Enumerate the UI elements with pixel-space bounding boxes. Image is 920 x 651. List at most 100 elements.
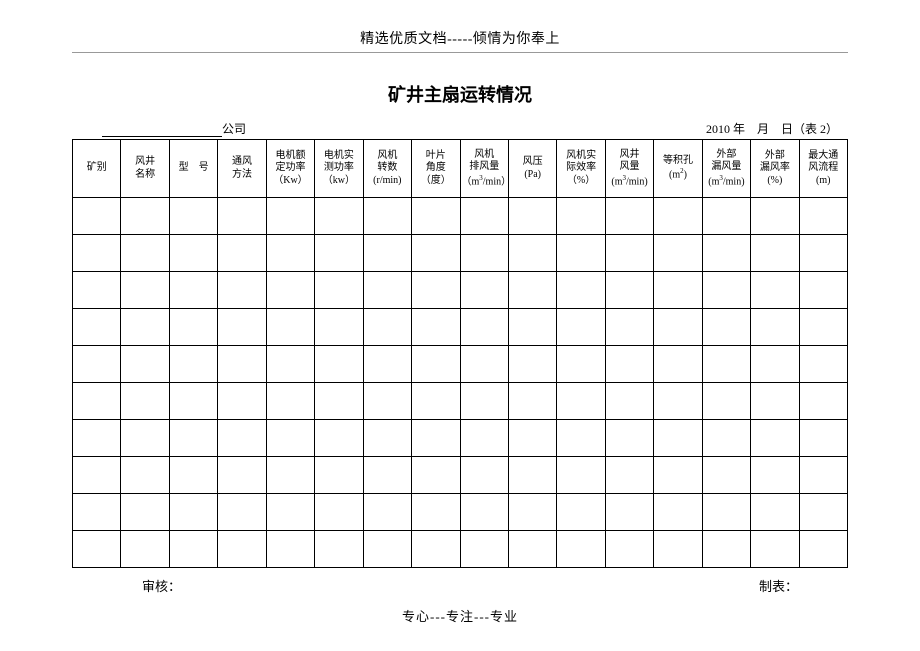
table-cell bbox=[412, 235, 460, 272]
table-cell bbox=[218, 457, 266, 494]
table-cell bbox=[266, 494, 314, 531]
table-cell bbox=[605, 346, 653, 383]
table-cell bbox=[605, 457, 653, 494]
header-divider bbox=[72, 52, 848, 53]
table-cell bbox=[73, 531, 121, 568]
table-cell bbox=[266, 272, 314, 309]
table-cell bbox=[169, 494, 217, 531]
table-cell bbox=[460, 346, 508, 383]
column-header: 风压(Pa) bbox=[508, 140, 556, 198]
table-cell bbox=[557, 457, 605, 494]
column-header: 外部漏风量(m3/min) bbox=[702, 140, 750, 198]
table-cell bbox=[508, 457, 556, 494]
table-cell bbox=[266, 383, 314, 420]
table-cell bbox=[557, 309, 605, 346]
table-cell bbox=[557, 198, 605, 235]
table-cell bbox=[363, 457, 411, 494]
table-cell bbox=[73, 457, 121, 494]
table-cell bbox=[121, 457, 169, 494]
table-cell bbox=[605, 198, 653, 235]
table-cell bbox=[751, 272, 799, 309]
table-cell bbox=[218, 235, 266, 272]
column-header: 型 号 bbox=[169, 140, 217, 198]
table-cell bbox=[557, 272, 605, 309]
table-cell bbox=[218, 531, 266, 568]
table-cell bbox=[702, 346, 750, 383]
table-cell bbox=[460, 420, 508, 457]
table-cell bbox=[654, 346, 702, 383]
table-cell bbox=[605, 272, 653, 309]
table-cell bbox=[315, 235, 363, 272]
table-cell bbox=[799, 272, 847, 309]
table-cell bbox=[412, 531, 460, 568]
table-row bbox=[73, 457, 848, 494]
table-cell bbox=[412, 494, 460, 531]
table-cell bbox=[218, 383, 266, 420]
table-cell bbox=[508, 346, 556, 383]
table-cell bbox=[73, 272, 121, 309]
table-cell bbox=[73, 346, 121, 383]
table-cell bbox=[363, 420, 411, 457]
column-header: 风井名称 bbox=[121, 140, 169, 198]
column-header: 风井风量(m3/min) bbox=[605, 140, 653, 198]
table-cell bbox=[266, 531, 314, 568]
table-cell bbox=[508, 494, 556, 531]
table-cell bbox=[266, 420, 314, 457]
table-cell bbox=[315, 531, 363, 568]
table-cell bbox=[266, 346, 314, 383]
table-cell bbox=[315, 346, 363, 383]
column-header: 最大通风流程(m) bbox=[799, 140, 847, 198]
table-cell bbox=[169, 235, 217, 272]
table-cell bbox=[654, 457, 702, 494]
table-cell bbox=[169, 420, 217, 457]
table-cell bbox=[218, 420, 266, 457]
table-cell bbox=[799, 531, 847, 568]
table-cell bbox=[751, 346, 799, 383]
header-row: 矿别风井名称型 号通风方法电机额定功率（Kw）电机实测功率（kw）风机转数(r/… bbox=[73, 140, 848, 198]
table-cell bbox=[218, 494, 266, 531]
table-cell bbox=[751, 531, 799, 568]
table-cell bbox=[218, 346, 266, 383]
table-cell bbox=[460, 198, 508, 235]
approve-label: 审核： bbox=[142, 576, 181, 595]
table-cell bbox=[654, 383, 702, 420]
table-cell bbox=[654, 235, 702, 272]
table-cell bbox=[363, 309, 411, 346]
table-cell bbox=[169, 346, 217, 383]
table-cell bbox=[315, 198, 363, 235]
table-cell bbox=[702, 198, 750, 235]
table-cell bbox=[751, 420, 799, 457]
date-field: 2010 年 月 日（表 2） bbox=[706, 120, 838, 137]
table-cell bbox=[121, 309, 169, 346]
table-cell bbox=[169, 198, 217, 235]
table-row bbox=[73, 420, 848, 457]
table-cell bbox=[508, 420, 556, 457]
table-cell bbox=[799, 494, 847, 531]
table-cell bbox=[508, 531, 556, 568]
table-cell bbox=[121, 420, 169, 457]
table-cell bbox=[266, 457, 314, 494]
table-row bbox=[73, 235, 848, 272]
table-cell bbox=[412, 272, 460, 309]
column-header: 风机排风量（m3/min） bbox=[460, 140, 508, 198]
table-cell bbox=[702, 531, 750, 568]
table-cell bbox=[121, 272, 169, 309]
table-cell bbox=[605, 235, 653, 272]
table-cell bbox=[751, 235, 799, 272]
table-cell bbox=[169, 272, 217, 309]
table-cell bbox=[412, 457, 460, 494]
table-cell bbox=[121, 531, 169, 568]
table-cell bbox=[799, 235, 847, 272]
document-title: 矿井主扇运转情况 bbox=[0, 81, 920, 107]
table-cell bbox=[363, 198, 411, 235]
table-cell bbox=[412, 346, 460, 383]
table-cell bbox=[169, 383, 217, 420]
table-cell bbox=[460, 235, 508, 272]
table-row bbox=[73, 346, 848, 383]
table-row bbox=[73, 494, 848, 531]
table-cell bbox=[412, 198, 460, 235]
table-cell bbox=[73, 235, 121, 272]
table-cell bbox=[363, 346, 411, 383]
table-cell bbox=[315, 272, 363, 309]
table-cell bbox=[460, 309, 508, 346]
